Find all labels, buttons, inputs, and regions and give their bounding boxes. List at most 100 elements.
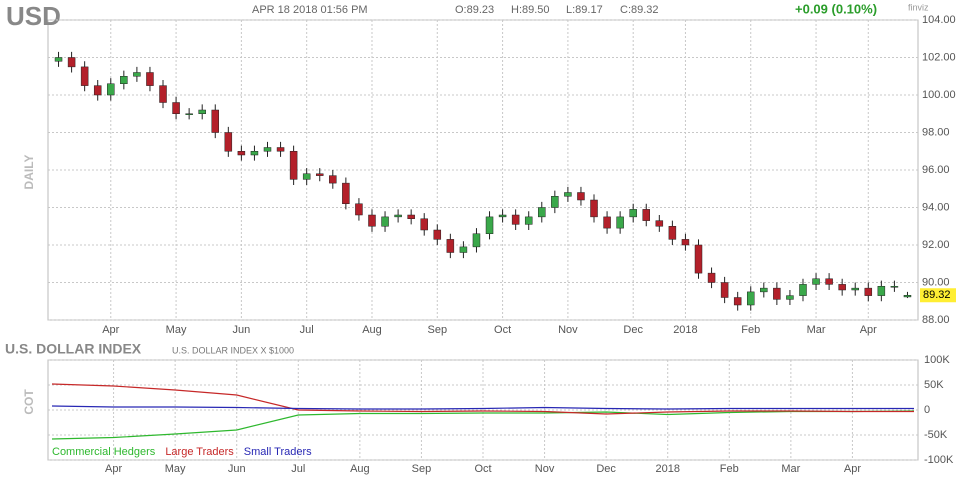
candle-body	[107, 83, 115, 96]
candle-body	[629, 209, 637, 218]
candle-body	[799, 284, 807, 296]
y-tick-label: 102.00	[922, 51, 956, 63]
x-tick-label: Jun	[228, 463, 246, 475]
candle-body	[407, 214, 415, 219]
candle-body	[864, 287, 873, 296]
x-tick-label: Aug	[362, 324, 382, 336]
x-tick-label: Oct	[494, 324, 511, 336]
series-line	[51, 405, 914, 410]
candle-body	[93, 85, 102, 96]
candle-body	[733, 297, 742, 306]
candle-body	[329, 175, 337, 184]
candle-body	[54, 57, 63, 62]
candle-body	[851, 287, 859, 291]
side-label: DAILY	[22, 155, 36, 190]
candle-body	[420, 218, 428, 231]
candle-body	[577, 192, 585, 201]
candle-body	[773, 287, 781, 300]
candle-body	[707, 272, 716, 283]
x-tick-label: May	[165, 463, 186, 475]
change: +0.09 (0.10%)	[795, 1, 877, 16]
candle-body	[590, 199, 598, 218]
candle-body	[302, 173, 311, 180]
y-tick-label: 94.00	[922, 201, 950, 213]
candle-body	[224, 132, 233, 152]
candle-body	[185, 113, 193, 115]
x-tick-label: May	[166, 324, 187, 336]
y-tick-label: 50K	[924, 379, 944, 391]
symbol: USD	[6, 1, 61, 31]
candle-body	[146, 72, 154, 86]
candle-body	[120, 76, 128, 84]
candle-body	[498, 214, 507, 218]
price-frame	[47, 19, 919, 321]
candle-body	[446, 239, 455, 253]
candle-body	[394, 214, 402, 218]
x-tick-label: Dec	[596, 463, 616, 475]
ohlc-open: O:89.23	[455, 4, 494, 16]
y-tick-label: -100K	[924, 454, 954, 466]
candle-body	[433, 229, 442, 240]
y-tick-label: 90.00	[922, 276, 950, 288]
x-tick-label: Jul	[300, 324, 314, 336]
candle-body	[511, 214, 520, 225]
x-tick-label: Feb	[741, 324, 760, 336]
candle-body	[159, 85, 167, 103]
y-tick-label: 98.00	[922, 126, 950, 138]
x-tick-label: Nov	[558, 324, 578, 336]
candle-body	[381, 216, 389, 227]
candle-body	[603, 216, 611, 229]
y-tick-label: 0	[924, 404, 930, 416]
candle-body	[263, 147, 272, 152]
x-tick-label: Apr	[105, 463, 122, 475]
candle-body	[289, 151, 298, 180]
candle-body	[368, 214, 376, 227]
x-tick-label: 2018	[655, 463, 679, 475]
candle-body	[642, 209, 651, 221]
series-line	[51, 410, 915, 440]
last-price-label: 89.32	[923, 289, 951, 301]
x-tick-label: Mar	[781, 463, 800, 475]
candle-body	[67, 57, 76, 68]
x-tick-label: Mar	[807, 324, 826, 336]
candle-body	[694, 244, 703, 274]
candle-body	[211, 109, 220, 133]
candle-body	[472, 233, 481, 248]
legend-entry: Large Traders	[165, 446, 234, 458]
candle-body	[746, 291, 755, 306]
candle-body	[825, 278, 833, 285]
candle-body	[668, 226, 677, 240]
x-tick-label: 2018	[673, 324, 697, 336]
candle-body	[237, 151, 246, 156]
candle-body	[133, 72, 141, 77]
candle-body	[80, 66, 89, 86]
ohlc-close: C:89.32	[620, 4, 659, 16]
x-tick-label: Jun	[233, 324, 251, 336]
candle-body	[485, 216, 494, 234]
x-tick-label: Jul	[291, 463, 305, 475]
candle-body	[616, 216, 624, 229]
candle-body	[681, 239, 690, 246]
candle-body	[198, 109, 206, 114]
candle-body	[172, 102, 180, 114]
candle-body	[551, 196, 559, 208]
candle-body	[760, 287, 768, 293]
logo[interactable]: finviz	[908, 2, 929, 12]
y-tick-label: -50K	[924, 429, 948, 441]
x-tick-label: Nov	[535, 463, 555, 475]
candle-body	[877, 286, 886, 296]
candle-body	[720, 282, 729, 298]
candle-body	[276, 147, 285, 152]
series-line	[51, 383, 914, 415]
cot-subtitle: U.S. DOLLAR INDEX X $1000	[172, 345, 294, 355]
candle-body	[355, 203, 363, 216]
x-tick-label: Apr	[860, 324, 877, 336]
legend-entry: Small Traders	[244, 446, 312, 458]
x-tick-label: Dec	[623, 324, 643, 336]
candle-body	[524, 216, 533, 225]
candle-body	[250, 151, 259, 156]
y-tick-label: 88.00	[922, 314, 950, 326]
cot-title: U.S. DOLLAR INDEX	[5, 341, 142, 357]
candle-body	[655, 220, 664, 227]
